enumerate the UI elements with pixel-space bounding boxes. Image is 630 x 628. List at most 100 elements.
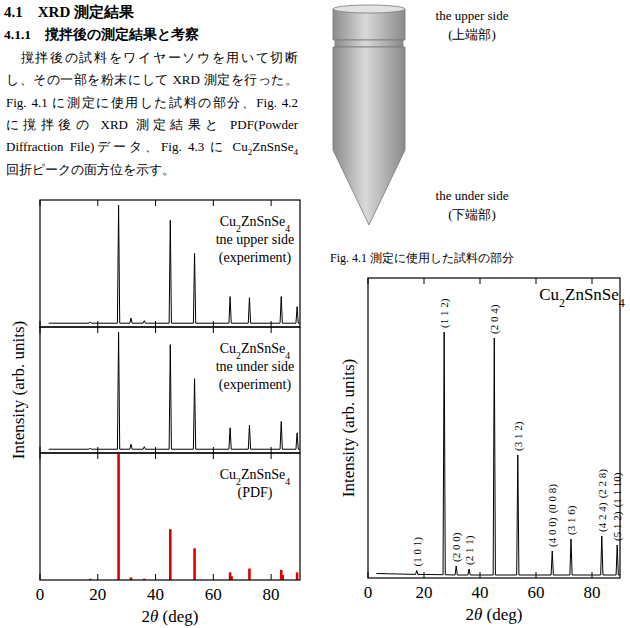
plot-data [89,453,298,580]
x-tick-label: 60 [528,583,545,602]
x-tick [592,572,593,578]
panel-annotation: Cu2ZnSnSe4 [220,214,291,234]
x-tick-top [40,200,41,206]
xrd-line [49,205,300,323]
chart-panel: 0204060802θ (deg)Intensity (arb. units)C… [339,278,625,624]
sample-cap [333,5,405,13]
x-tick-top [155,327,156,333]
x-tick-label: 40 [472,583,489,602]
x-tick-top [271,453,272,459]
x-tick-top [271,200,272,206]
y-axis-title: Intensity (arb. units) [9,321,28,459]
x-tick [213,321,214,327]
under-label: the under side [436,188,509,203]
x-tick-top [424,278,425,284]
plot-frame [368,278,620,578]
upper-label-ja: (上端部) [448,27,496,42]
paragraph-line: Diffraction File)データ、Fig. 4.3 に Cu2ZnSnS… [6,138,298,156]
pdf-stick [169,529,172,580]
paragraph-line: に撹拌後の XRD 測定結果と PDF(Powder [6,116,298,134]
plot-frame [40,200,300,327]
x-tick-top [155,200,156,206]
x-tick [40,574,41,580]
x-tick-label: 60 [205,585,222,604]
under-label-ja: (下端部) [448,207,496,222]
paragraph-line: し、その一部を粉末にして XRD 測定を行った。 [6,71,298,89]
pdf-stick [117,453,120,580]
chart-panel: 0204060802θ (deg)Cu2ZnSnSe4(PDF) [36,453,300,626]
xrd-line [376,332,620,575]
x-tick-label: 40 [147,585,164,604]
x-tick [155,574,156,580]
x-tick-label: 0 [364,583,373,602]
x-tick [155,447,156,453]
x-tick-label: 80 [584,583,601,602]
panel-annotation: Cu2ZnSnSe4 [220,341,291,361]
x-tick [40,447,41,453]
x-tick-label: 20 [416,583,433,602]
peak-label: (3 1 6) [565,505,578,535]
x-tick [480,572,481,578]
x-tick [271,447,272,453]
x-tick [155,321,156,327]
peak-label: (3 1 2) [512,421,525,451]
subsection-heading: 4.1.1 撹拌後の測定結果と考察 [4,25,199,45]
panel-annotation: tne under side [216,359,295,374]
section-heading: 4.1 XRD 測定結果 [4,2,134,22]
x-tick [213,447,214,453]
x-tick-label: 0 [36,585,45,604]
x-tick [424,572,425,578]
x-tick-top [155,453,156,459]
x-tick-top [97,453,98,459]
x-tick-top [213,453,214,459]
page: the upper side(上端部)the under side(下端部)Fi… [0,0,630,628]
panel-annotation: Cu2ZnSnSe4 [220,467,291,487]
x-axis-title: 2θ (deg) [466,605,523,624]
peak-label: (2 0 0) [450,532,463,562]
peak-label: (4 2 4) [596,502,609,532]
x-tick-label: 80 [263,585,280,604]
paragraph-line: 撹拌後の試料をワイヤーソウを用いて切断 [6,49,298,67]
peak-label: (1 1 10) [611,472,624,507]
sample-top [333,9,405,40]
paragraph-line: 回折ピークの面方位を示す。 [6,161,298,179]
x-tick-top [97,200,98,206]
peak-label: (2 0 4) [488,304,501,334]
x-tick [271,321,272,327]
x-tick [40,321,41,327]
x-tick-top [368,278,369,284]
peak-label: (2 2 8) [596,469,609,499]
x-tick [213,574,214,580]
sample-diagram: the upper side(上端部)the under side(下端部)Fi… [330,5,514,265]
plot-data [49,332,300,449]
plot-frame [40,453,300,580]
chart-panel: Cu2ZnSnSe4tne upper side(experiment) [40,200,300,327]
x-tick [97,321,98,327]
plot-data [376,332,620,575]
paragraph-line: Fig. 4.1 に測定に使用した試料の部分、Fig. 4.2 [6,94,298,112]
x-tick-label: 20 [89,585,106,604]
x-tick-top [40,327,41,333]
y-axis-title: Intensity (arb. units) [339,359,358,497]
sample-groove [335,40,403,47]
pdf-stick [281,575,284,580]
figures: the upper side(上端部)the under side(下端部)Fi… [0,0,630,628]
chart-panel: Intensity (arb. units) Cu2ZnSnSe4tne unde… [9,321,300,459]
x-tick [368,572,369,578]
x-tick-top [97,327,98,333]
peak-label: (1 1 2) [438,298,451,328]
pdf-stick [296,572,299,580]
plot-frame [40,327,300,453]
sample-body [333,47,405,225]
x-tick-top [536,278,537,284]
x-tick-top [40,453,41,459]
peak-label: (5 1 2) [611,511,624,541]
panel-annotation: (experiment) [219,377,292,393]
xrd-line [49,332,300,449]
x-axis-title: 2θ (deg) [142,607,199,626]
x-tick [97,574,98,580]
peak-label: (1 0 1) [411,537,424,567]
x-tick-top [213,327,214,333]
pdf-stick [248,569,251,580]
panel-annotation: tne upper side [216,232,295,247]
